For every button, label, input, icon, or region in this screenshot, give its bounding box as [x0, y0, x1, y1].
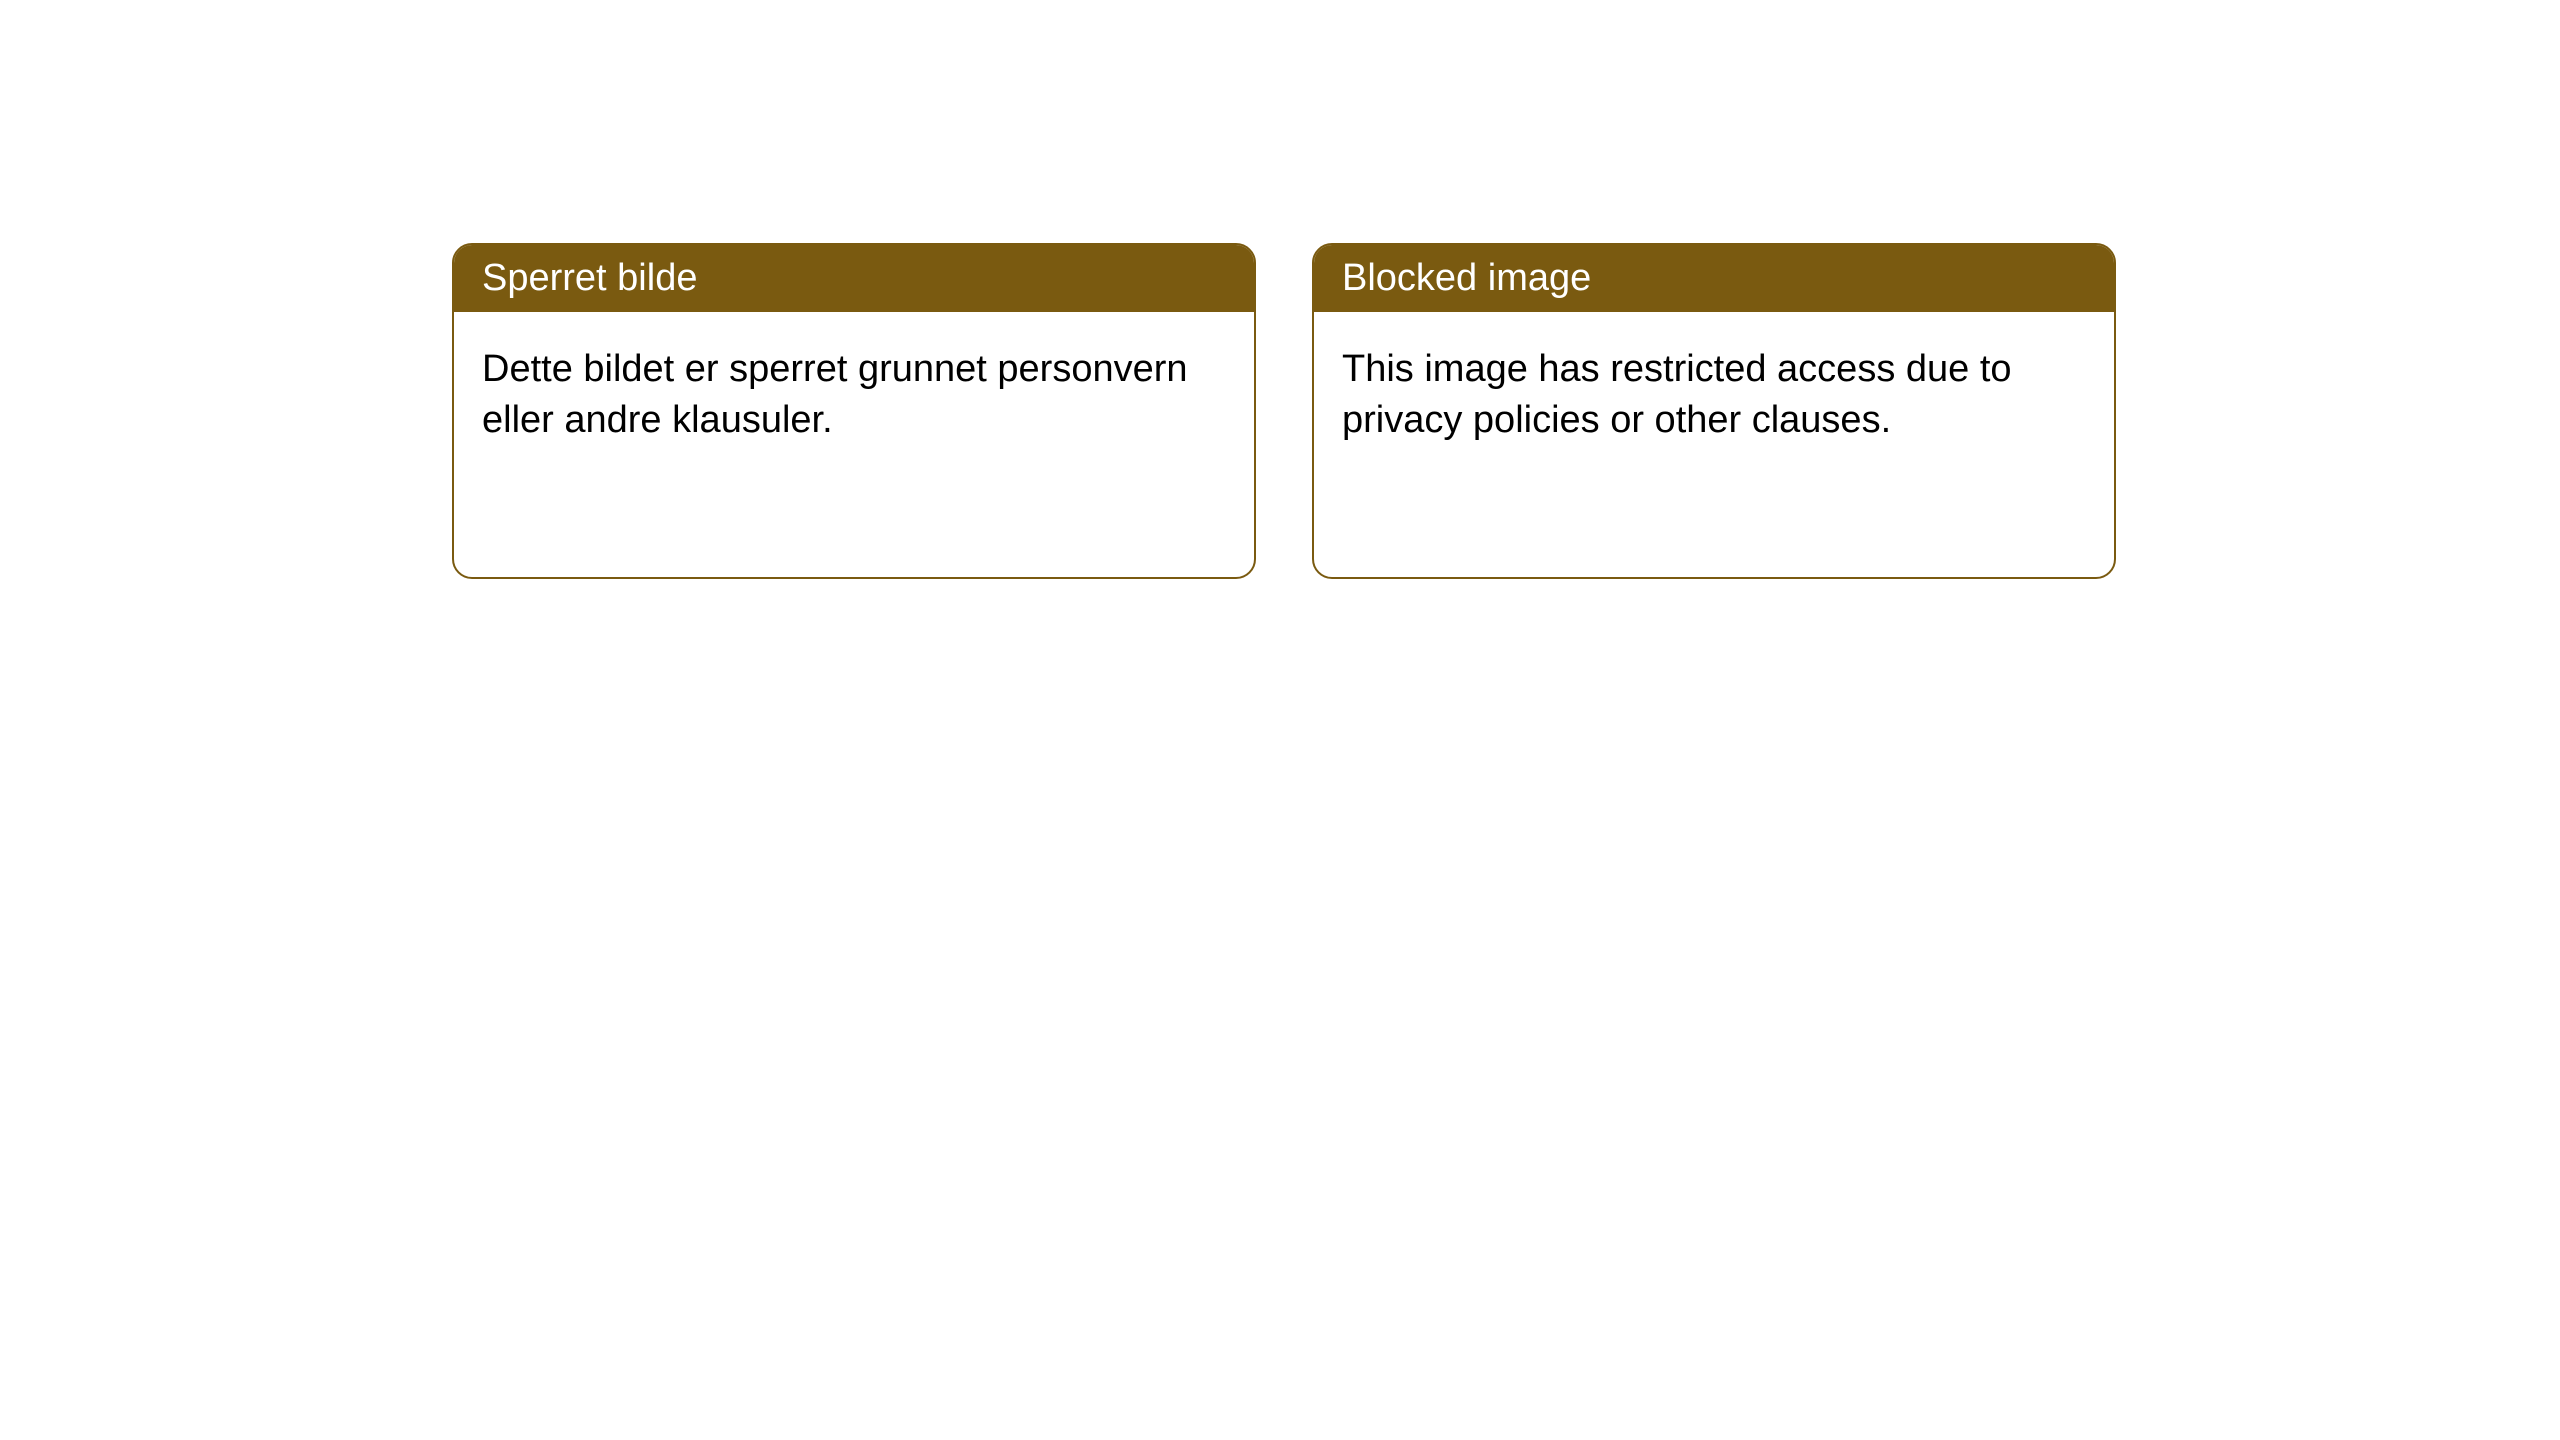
blocked-image-card-en: Blocked image This image has restricted … [1312, 243, 2116, 579]
card-header-en: Blocked image [1314, 245, 2114, 312]
card-text-no: Dette bildet er sperret grunnet personve… [482, 348, 1188, 441]
card-title-en: Blocked image [1342, 257, 1591, 299]
card-text-en: This image has restricted access due to … [1342, 348, 2012, 441]
notice-container: Sperret bilde Dette bildet er sperret gr… [452, 243, 2116, 579]
card-body-no: Dette bildet er sperret grunnet personve… [454, 312, 1254, 479]
blocked-image-card-no: Sperret bilde Dette bildet er sperret gr… [452, 243, 1256, 579]
card-header-no: Sperret bilde [454, 245, 1254, 312]
card-title-no: Sperret bilde [482, 257, 697, 299]
card-body-en: This image has restricted access due to … [1314, 312, 2114, 479]
